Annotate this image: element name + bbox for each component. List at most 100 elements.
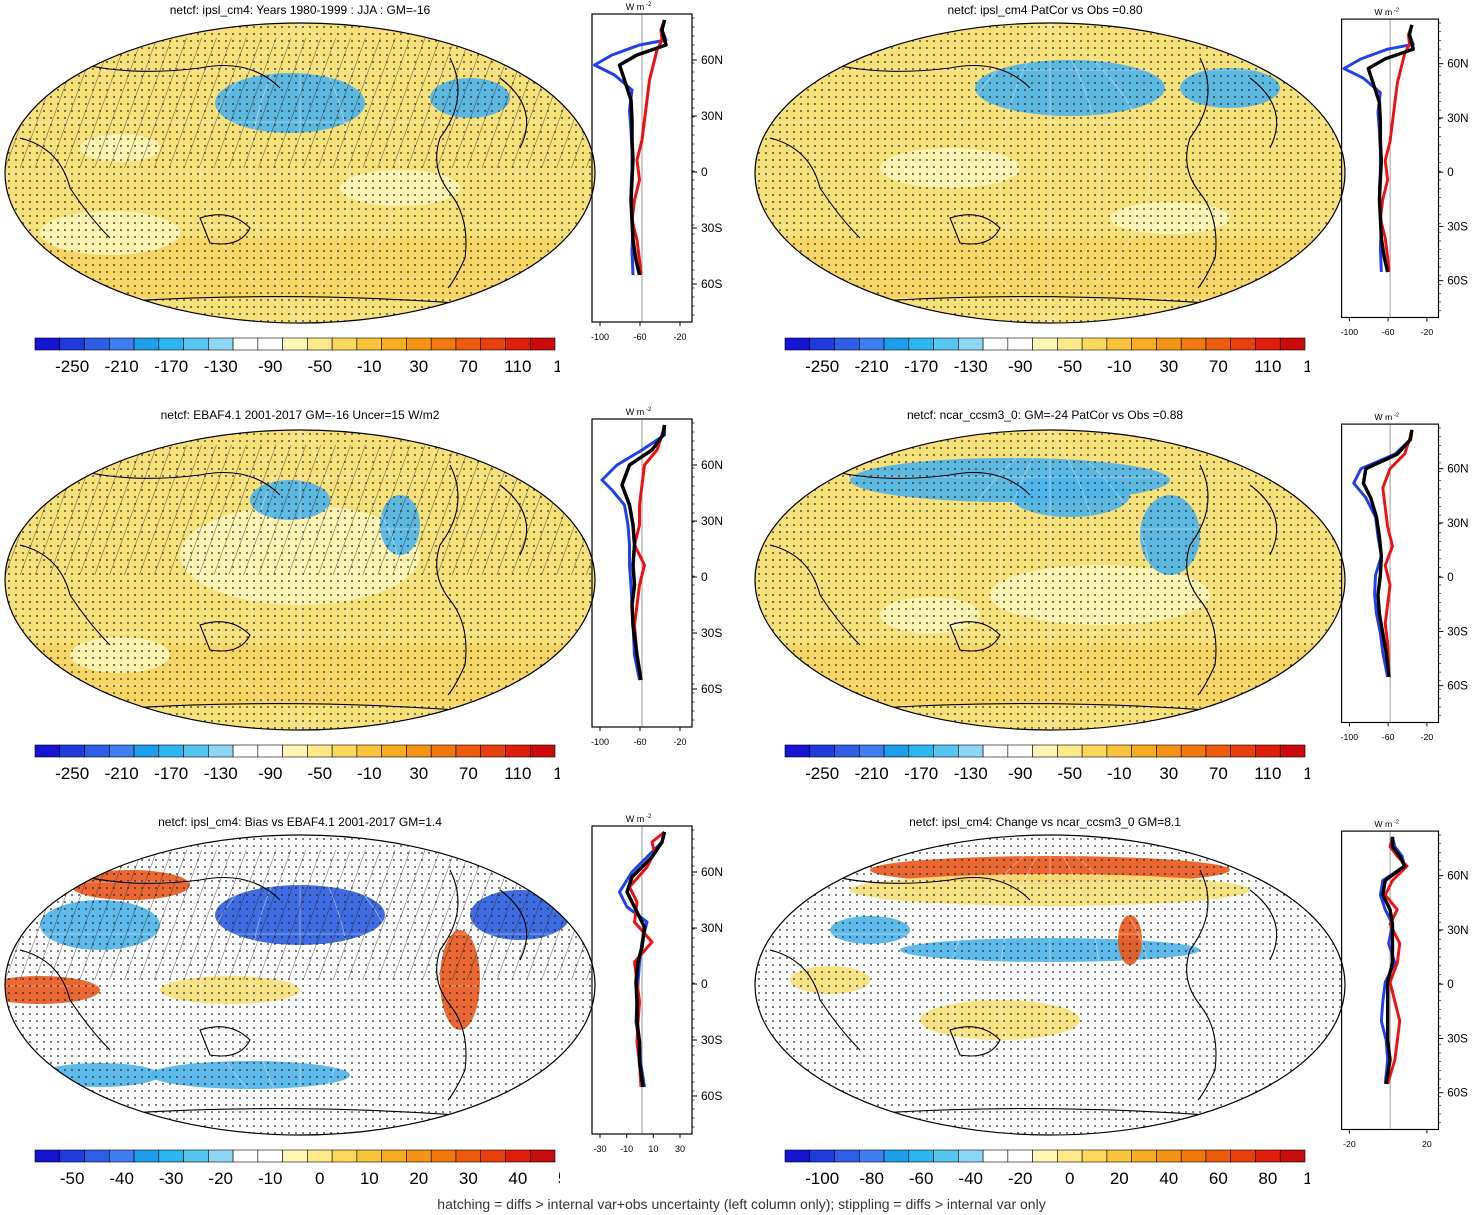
coastline xyxy=(499,77,528,149)
colorbar-swatch xyxy=(1255,337,1281,351)
colorbar-swatch xyxy=(1007,337,1033,351)
colorbar-swatch xyxy=(908,337,934,351)
map xyxy=(4,834,596,1136)
black-profile-line xyxy=(617,19,668,276)
colorbar-swatch xyxy=(257,337,283,351)
colorbar-swatch xyxy=(232,1149,259,1163)
colorbar-label: -20 xyxy=(1008,1169,1033,1188)
colorbar-swatch xyxy=(809,744,835,758)
profile-unit-superscript: -2 xyxy=(1394,819,1399,825)
colorbar-label: -210 xyxy=(105,764,139,783)
colorbar-swatch xyxy=(183,337,209,351)
x-tick-label: -100 xyxy=(1341,732,1359,742)
map-border xyxy=(754,834,1346,1136)
coastline xyxy=(199,214,251,245)
profile-unit-superscript: -2 xyxy=(646,407,652,413)
x-tick-label: -20 xyxy=(673,737,686,747)
coastline xyxy=(59,869,281,901)
colorbar-label: -50 xyxy=(307,357,332,376)
colorbar-swatch xyxy=(257,1149,283,1163)
map-title: netcf: ipsl_cm4 PatCor vs Obs =0.80 xyxy=(947,3,1143,17)
colorbar-swatch xyxy=(430,744,457,758)
colorbar-label: -90 xyxy=(1008,764,1033,783)
map-border xyxy=(4,22,596,324)
colorbar-swatch xyxy=(133,1149,160,1163)
lat-label: 30S xyxy=(701,626,722,640)
colorbar-swatch xyxy=(108,337,135,351)
colorbar-swatch xyxy=(356,1149,382,1163)
x-tick-label: -20 xyxy=(1421,732,1434,742)
lat-label: 30S xyxy=(701,1033,722,1047)
lat-label: 60S xyxy=(1447,275,1468,288)
colorbar-swatch xyxy=(307,744,333,758)
x-tick-label: -60 xyxy=(633,332,646,342)
black-profile-line xyxy=(1381,836,1407,1085)
red-profile-line xyxy=(633,424,666,681)
colorbar-swatch xyxy=(505,337,531,351)
lat-label: 30N xyxy=(1447,924,1468,937)
x-tick-label: 20 xyxy=(1422,1139,1432,1149)
colorbar-label: 10 xyxy=(360,1169,379,1188)
coastline xyxy=(19,949,111,1051)
colorbar-swatch xyxy=(958,744,984,758)
colorbar-label: -130 xyxy=(954,764,988,783)
colorbar-swatch xyxy=(982,1149,1009,1163)
colorbar-swatch xyxy=(1279,337,1306,351)
profile-unit: W m xyxy=(1374,819,1392,829)
colorbar-swatch xyxy=(158,1149,184,1163)
zonal-profile: W m -2 60N 30N 0 30S 60S -20 20 xyxy=(1341,819,1469,1149)
colorbar-swatch xyxy=(406,744,432,758)
lat-label: 0 xyxy=(1447,571,1453,584)
lat-label: 60S xyxy=(701,277,722,291)
x-tick-label: -60 xyxy=(1382,327,1395,337)
colorbar-swatch xyxy=(480,744,506,758)
lat-label: 0 xyxy=(1447,978,1453,991)
colorbar-swatch xyxy=(158,337,184,351)
stippling xyxy=(755,430,1345,730)
colorbar-label: -170 xyxy=(904,357,938,376)
colorbar-swatch xyxy=(834,337,860,351)
colorbar-swatch xyxy=(356,744,382,758)
zonal-profile: W m -2 60N 30N 0 30S 60S -30 -10 10 30 xyxy=(591,814,723,1154)
colorbar-label: 20 xyxy=(1110,1169,1129,1188)
hatching xyxy=(5,850,595,980)
coastline xyxy=(1249,889,1278,961)
coastline xyxy=(436,869,467,1101)
colorbar-label: 110 xyxy=(1254,764,1281,783)
colorbar-swatch xyxy=(858,1149,885,1163)
profile-unit: W m xyxy=(626,814,645,824)
panel-5: netcf: ipsl_cm4: Bias vs EBAF4.1 2001-20… xyxy=(0,812,740,1192)
lat-label: 30N xyxy=(701,514,723,528)
lat-label: 30N xyxy=(701,921,723,935)
colorbar-swatch xyxy=(1032,1149,1058,1163)
colorbar-label: -210 xyxy=(855,357,889,376)
colorbar-swatch xyxy=(505,1149,531,1163)
colorbar-swatch xyxy=(982,744,1009,758)
colorbar-label: 100 xyxy=(1303,1169,1310,1188)
colorbar-label: 150 xyxy=(1303,764,1310,783)
colorbar-label: -170 xyxy=(904,764,938,783)
colorbar-swatch xyxy=(1106,337,1132,351)
coastline xyxy=(199,1026,251,1057)
x-tick-label: -100 xyxy=(591,737,609,747)
profile-unit: W m xyxy=(1374,7,1392,17)
lat-label: 30S xyxy=(1447,1032,1468,1045)
colorbar-swatch xyxy=(784,337,811,351)
black-profile-line xyxy=(625,831,667,1088)
lat-label: 60N xyxy=(701,865,723,879)
colorbar-swatch xyxy=(59,337,85,351)
map xyxy=(4,22,596,324)
colorbar-label: -50 xyxy=(307,764,332,783)
coastline xyxy=(59,464,281,496)
colorbar-swatch xyxy=(232,744,259,758)
lat-label: 60S xyxy=(701,1089,722,1103)
lat-label: 60S xyxy=(1447,680,1468,693)
colorbar-swatch xyxy=(1032,744,1058,758)
colorbar-swatch xyxy=(1205,337,1232,351)
profile-unit-superscript: -2 xyxy=(1394,7,1399,13)
colorbar-swatch xyxy=(784,744,811,758)
map-title: netcf: EBAF4.1 2001-2017 GM=-16 Uncer=15… xyxy=(160,408,440,422)
lat-label: 60N xyxy=(1447,870,1468,883)
colorbar-swatch xyxy=(1255,1149,1281,1163)
map-title: netcf: ipsl_cm4: Change vs ncar_ccsm3_0 … xyxy=(909,815,1181,829)
